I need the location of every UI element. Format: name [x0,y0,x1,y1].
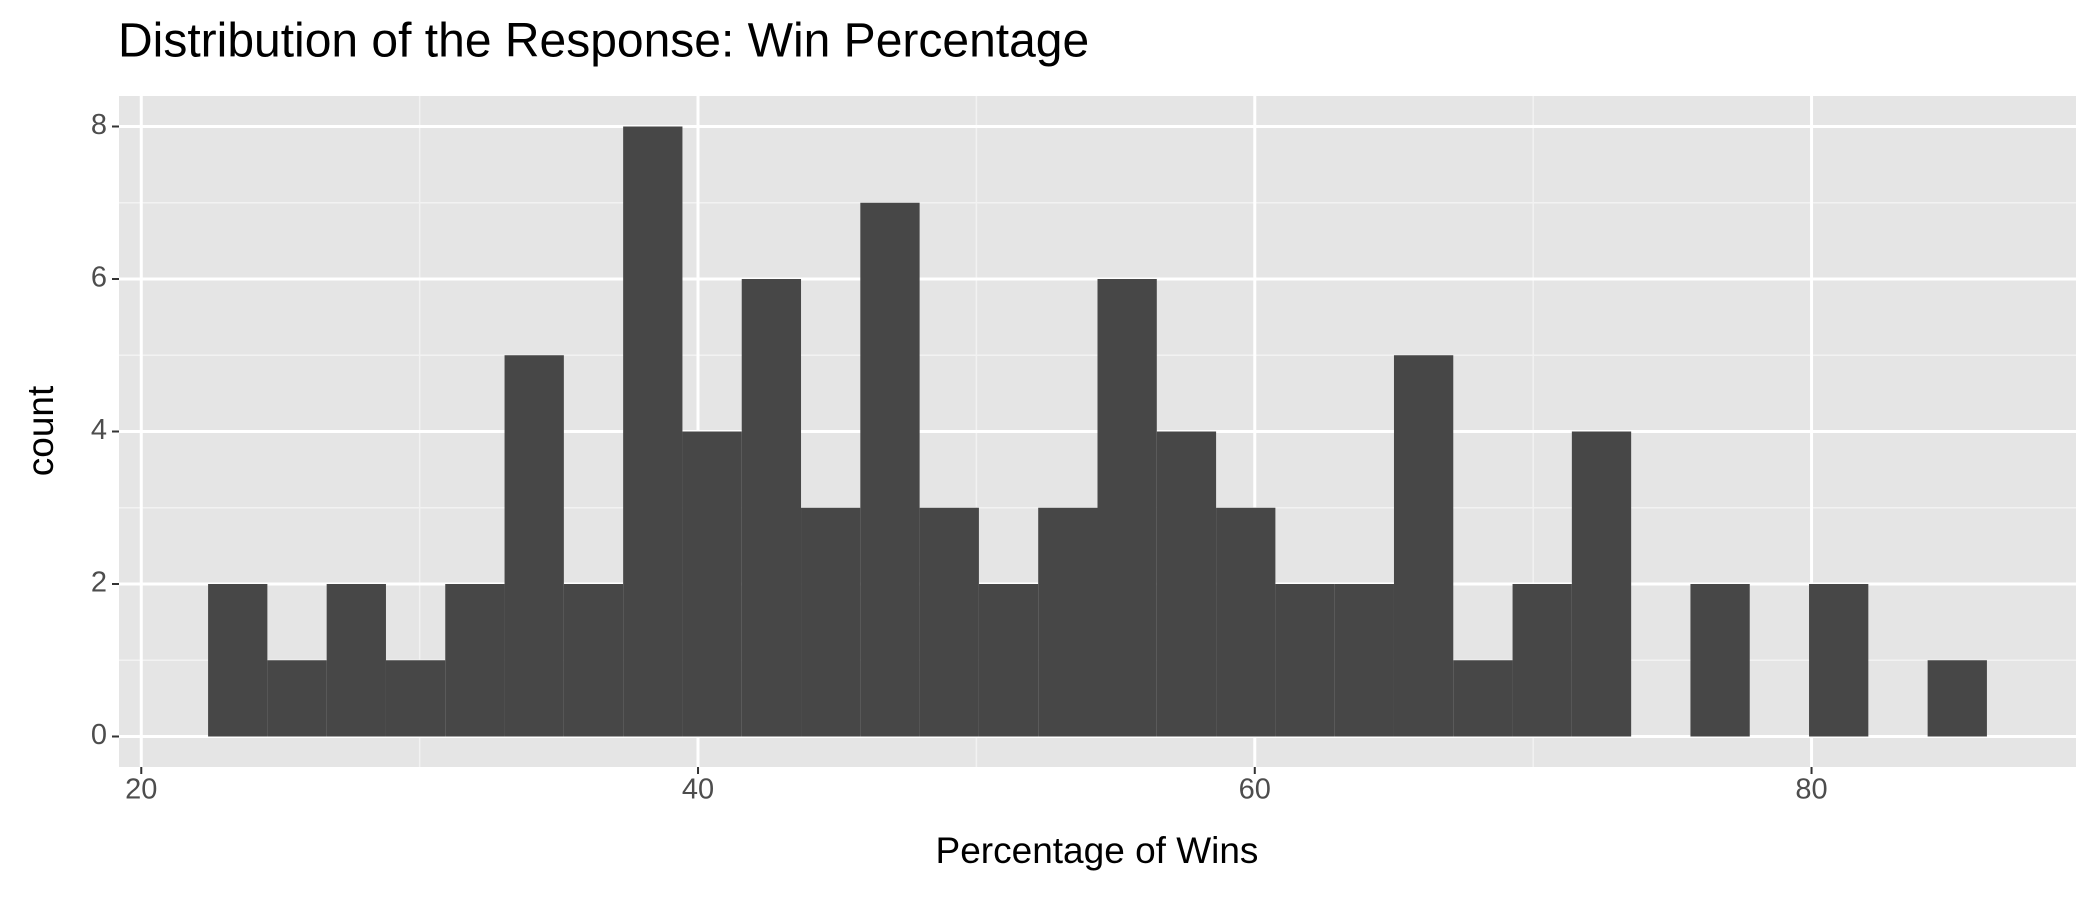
bar [741,279,802,737]
y-tick-label: 6 [91,262,107,294]
bar [1334,584,1394,737]
bar [1097,279,1157,737]
bar [326,584,386,737]
bar [267,660,327,737]
y-axis-title: count [20,385,61,476]
y-tick-label: 8 [91,109,107,141]
bar [1453,660,1513,737]
bar [1038,507,1098,737]
bar [919,507,979,737]
bar [504,355,564,737]
bar [978,584,1039,737]
bar [1216,507,1276,737]
bar [682,431,742,737]
y-tick-label: 4 [91,414,107,446]
bar [1809,584,1869,737]
bar [1571,431,1632,737]
bar [1927,660,1987,737]
bar [445,584,505,737]
bar [563,584,624,737]
bar [1156,431,1217,737]
x-axis-title: Percentage of Wins [936,830,1259,871]
y-tick-label: 0 [91,719,107,751]
bar [623,126,683,737]
x-tick-label: 20 [125,774,157,806]
bar [1275,584,1335,737]
x-tick-label: 40 [682,774,714,806]
bar [208,584,268,737]
bar [1512,584,1572,737]
bar [1393,355,1454,737]
x-tick-label: 60 [1239,774,1271,806]
bar [860,202,920,737]
y-tick-label: 2 [91,567,107,599]
chart-title: Distribution of the Response: Win Percen… [118,15,1089,68]
bar [1690,584,1750,737]
x-tick-label: 80 [1795,774,1827,806]
bar [385,660,446,737]
bar [801,507,861,737]
